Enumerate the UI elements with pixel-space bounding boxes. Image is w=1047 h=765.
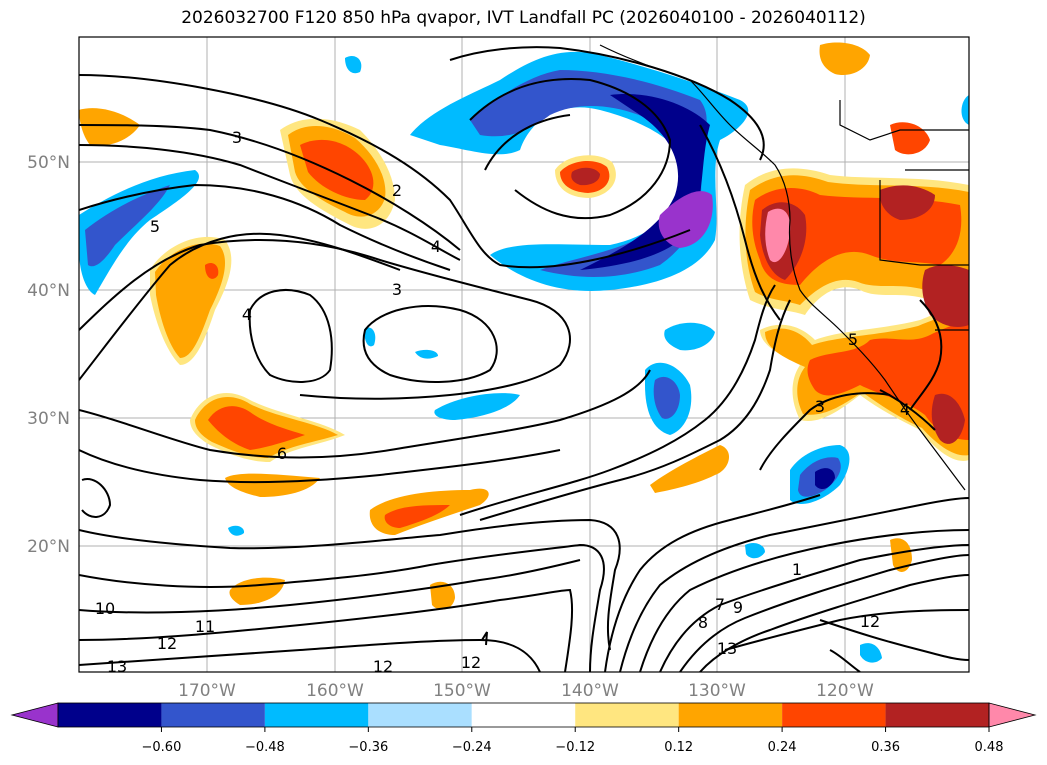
lat-label: 40°N: [27, 281, 70, 301]
contour-label: 12: [461, 653, 481, 672]
contour-label: 3: [815, 397, 825, 416]
contour-label: 13: [717, 639, 737, 658]
contour-label: 2: [392, 181, 402, 200]
contour-label: 12: [157, 634, 177, 653]
colorbar-tick-label: 0.12: [664, 740, 693, 755]
colorbar-swatch: [161, 703, 265, 727]
colorbar-swatch: [368, 703, 472, 727]
lat-label: 50°N: [27, 153, 70, 173]
contour-label: 4: [242, 305, 252, 324]
colorbar-swatch: [678, 703, 783, 727]
lon-label: 170°W: [178, 681, 236, 701]
colorbar-tick-label: −0.36: [348, 740, 388, 755]
contour-label: 8: [698, 613, 708, 632]
lon-label: 160°W: [306, 681, 364, 701]
lon-label: 140°W: [561, 681, 619, 701]
contour-label: 7: [715, 595, 725, 614]
contour-label: 1: [792, 560, 802, 579]
contour-label: 12: [860, 612, 880, 631]
map-layer: 3 2 4 5 3 6 4 3 4 5 10 11 12 13 12 12 12…: [79, 37, 969, 676]
colorbar-swatch: [885, 703, 989, 727]
colorbar-tick-label: −0.12: [555, 740, 595, 755]
colorbar-extend-high: [988, 702, 1037, 728]
latitude-labels: 50°N 40°N 30°N 20°N: [27, 153, 70, 557]
colorbar-tick-label: 0.24: [768, 740, 797, 755]
lat-label: 30°N: [27, 409, 70, 429]
contour-label: 5: [150, 217, 160, 236]
lat-label: 20°N: [27, 537, 70, 557]
contour-label: 10: [95, 599, 115, 618]
lon-label: 120°W: [816, 681, 874, 701]
contour-labels: 3 2 4 5 3 6 4 3 4 5 10 11 12 13 12 12 12…: [95, 128, 910, 676]
contour-label: 12: [373, 657, 393, 676]
colorbar-tick-label: 0.48: [975, 740, 1004, 755]
contour-label: 4: [900, 400, 910, 419]
map-frame: [78, 36, 970, 673]
contour-label: 3: [232, 128, 242, 147]
colorbar-swatch: [575, 703, 679, 727]
colorbar-swatch: [471, 703, 576, 727]
lon-label: 130°W: [688, 681, 746, 701]
plot-title: 2026032700 F120 850 hPa qvapor, IVT Land…: [181, 8, 866, 28]
longitude-labels: 170°W 160°W 150°W 140°W 130°W 120°W: [178, 681, 874, 701]
contour-label: 4: [431, 237, 441, 256]
ivt-contours: [79, 46, 969, 672]
colorbar-tick-label: −0.48: [245, 740, 285, 755]
colorbar-tick-label: −0.60: [142, 740, 182, 755]
contour-label: 9: [733, 598, 743, 617]
contour-label: 5: [848, 330, 858, 349]
colorbar-tick-label: 0.36: [871, 740, 900, 755]
contour-label: 13: [107, 657, 127, 676]
colorbar-swatch: [782, 703, 886, 727]
qvapor-anomaly-fill: [79, 42, 969, 663]
colorbar-border: [57, 702, 990, 728]
contour-label: 6: [277, 444, 287, 463]
colorbar-extend-low: [10, 702, 59, 728]
contour-label: 11: [195, 617, 215, 636]
contour-label: 3: [392, 280, 402, 299]
coastline: [599, 44, 969, 491]
lon-label: 150°W: [433, 681, 491, 701]
colorbar-tick-label: −0.24: [452, 740, 492, 755]
colorbar-swatch: [58, 703, 162, 727]
colorbar: −0.60 −0.48 −0.36 −0.24 −0.12 0.12 0.24 0.36 0.4…: [10, 702, 1037, 755]
colorbar-swatch: [264, 703, 369, 727]
